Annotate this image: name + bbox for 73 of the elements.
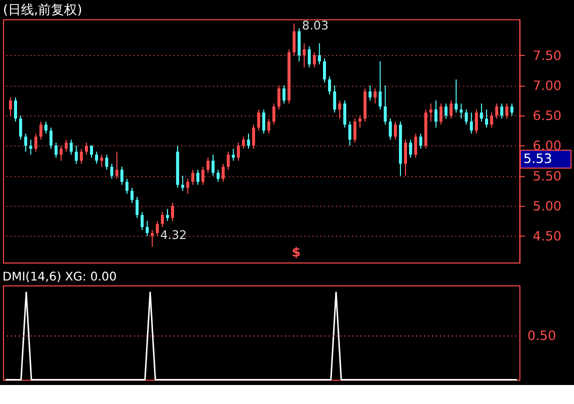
candlestick — [74, 145, 78, 164]
candlestick — [384, 84, 387, 126]
candlestick — [348, 121, 352, 146]
candlestick — [140, 211, 144, 230]
candlestick — [125, 178, 128, 194]
candlestick — [181, 175, 184, 192]
candlestick — [419, 133, 422, 150]
candlestick — [105, 154, 108, 170]
text: 5.53 — [523, 152, 552, 168]
y-tick-label: 5.50 — [532, 169, 562, 184]
annotation: 4.32 — [160, 228, 187, 242]
candlestick — [318, 42, 321, 65]
candlestick — [196, 169, 200, 186]
y-tick-label: 7.50 — [532, 48, 562, 64]
candlestick — [464, 109, 468, 126]
candlestick — [44, 121, 48, 134]
ref-line-label: 0.50 — [527, 328, 556, 344]
candlestick — [353, 118, 356, 144]
candlestick — [160, 211, 164, 228]
candlestick — [24, 133, 28, 152]
candlestick — [54, 142, 58, 158]
candlestick — [14, 97, 18, 122]
candlestick — [90, 145, 93, 158]
y-tick-label: 6.00 — [532, 139, 562, 154]
candlestick — [374, 88, 377, 104]
chart-title: DMI(14,6) XG: 0.00 — [2, 269, 117, 284]
candlestick — [247, 133, 250, 150]
chart-title: (日线,前复权) — [2, 3, 82, 18]
candlestick — [328, 76, 332, 95]
y-tick-label: 7.00 — [532, 78, 562, 94]
candlestick — [323, 58, 326, 83]
candlestick — [216, 169, 220, 182]
candlestick — [480, 103, 483, 122]
candlestick — [454, 78, 458, 114]
candlestick — [470, 112, 473, 134]
candlestick — [434, 100, 438, 128]
y-tick-label: 6.50 — [532, 109, 562, 124]
annotation: 8.03 — [302, 18, 329, 32]
candlestick — [166, 208, 169, 222]
candlestick — [232, 148, 235, 162]
y-tick-label: 5.00 — [532, 199, 562, 214]
candlestick — [110, 163, 114, 180]
candlestick — [95, 151, 98, 164]
candlestick — [146, 220, 149, 237]
candlestick — [29, 139, 32, 156]
candlestick — [282, 84, 286, 104]
candlestick — [409, 139, 412, 158]
candlestick — [388, 118, 392, 140]
candlestick — [212, 154, 215, 176]
candlestick — [460, 103, 463, 120]
candlestick — [84, 142, 88, 156]
annotation: $ — [292, 246, 301, 261]
y-tick-label: 4.50 — [532, 229, 562, 244]
candlestick — [333, 84, 336, 114]
candlestick — [19, 115, 22, 140]
candlestick — [378, 60, 382, 110]
candlestick — [368, 84, 372, 102]
candlestick — [120, 166, 124, 186]
candlestick — [308, 46, 311, 68]
candlestick — [100, 154, 104, 168]
candlestick — [262, 109, 266, 134]
candlestick — [206, 157, 210, 174]
candlestick — [80, 148, 83, 164]
candlestick — [136, 196, 139, 218]
candlestick — [50, 127, 52, 150]
candlestick — [444, 103, 448, 120]
candlestick — [130, 187, 134, 204]
candlestick — [267, 118, 270, 134]
candlestick — [485, 109, 488, 128]
candlestick — [510, 103, 514, 116]
candlestick — [39, 121, 42, 140]
candlestick — [394, 121, 397, 140]
candlestick — [490, 112, 494, 128]
